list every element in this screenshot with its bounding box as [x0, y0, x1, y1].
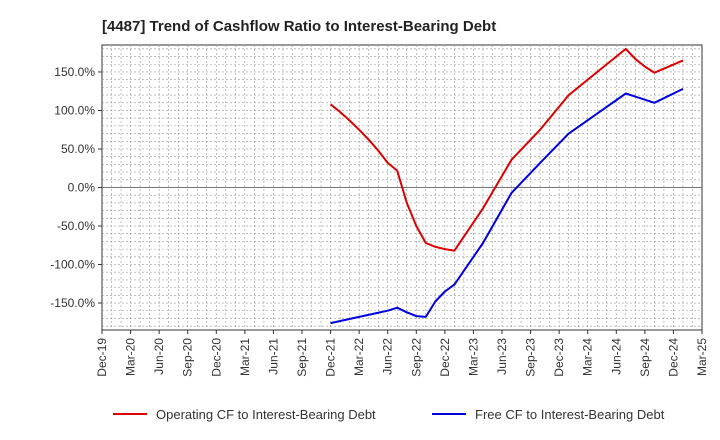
y-tick-label: 150.0% [54, 65, 95, 79]
y-tick-label: -150.0% [50, 296, 95, 310]
legend: Operating CF to Interest-Bearing Debt Fr… [113, 407, 665, 422]
grid-horizontal [102, 48, 702, 327]
x-tick-label: Jun-23 [495, 338, 509, 375]
x-tick-label: Dec-21 [324, 338, 338, 377]
y-tick-label: 100.0% [54, 103, 95, 117]
x-tick-label: Dec-19 [95, 338, 109, 377]
x-tick-label: Jun-21 [266, 338, 280, 375]
x-tick-label: Mar-22 [352, 338, 366, 376]
y-tick-label: -50.0% [57, 219, 95, 233]
grid-vertical [111, 45, 693, 330]
x-tick-label: Sep-22 [409, 338, 423, 377]
y-tick-label: 50.0% [61, 142, 95, 156]
legend-label-free: Free CF to Interest-Bearing Debt [475, 407, 665, 422]
x-axis-ticks: Dec-19 Mar-20 Jun-20 Sep-20 Dec-20 Mar-21 Jun-… [95, 330, 709, 377]
x-tick-label: Dec-22 [438, 338, 452, 377]
series-line-free-cf [330, 88, 684, 325]
x-tick-label: Mar-23 [466, 338, 480, 376]
x-tick-label: Dec-23 [552, 338, 566, 377]
x-tick-label: Sep-24 [638, 338, 652, 377]
x-tick-label: Jun-20 [152, 338, 166, 375]
x-tick-label: Jun-22 [381, 338, 395, 375]
chart-title: [4487] Trend of Cashflow Ratio to Intere… [102, 18, 496, 35]
series-line-operating-cf [329, 47, 684, 252]
x-tick-label: Mar-20 [124, 338, 138, 376]
x-tick-label: Dec-24 [666, 338, 680, 377]
x-tick-label: Mar-25 [695, 338, 709, 376]
legend-label-operating: Operating CF to Interest-Bearing Debt [156, 407, 376, 422]
series-lines [329, 47, 684, 325]
x-tick-label: Mar-24 [581, 338, 595, 376]
x-tick-label: Sep-21 [295, 338, 309, 377]
y-tick-label: -100.0% [50, 258, 95, 272]
y-tick-label: 0.0% [68, 181, 96, 195]
x-tick-label: Sep-23 [524, 338, 538, 377]
x-tick-label: Dec-20 [209, 338, 223, 377]
x-tick-label: Sep-20 [181, 338, 195, 377]
y-axis-ticks: 150.0% 100.0% 50.0% 0.0% -50.0% -100.0% -150.0… [50, 65, 102, 310]
x-tick-label: Jun-24 [609, 338, 623, 375]
x-tick-label: Mar-21 [238, 338, 252, 376]
